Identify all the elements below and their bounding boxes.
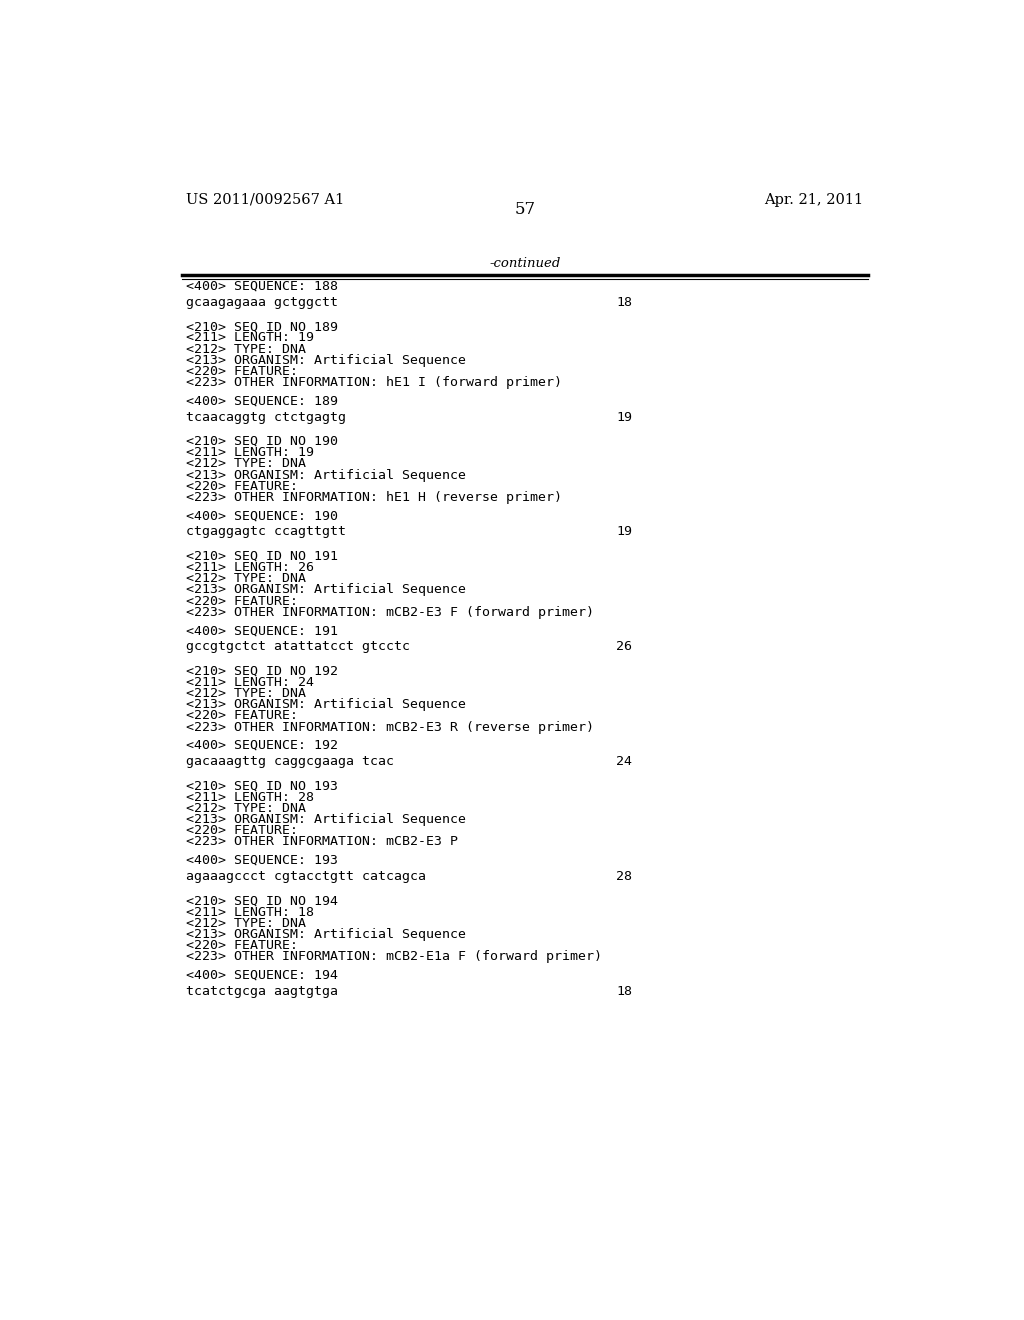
Text: 18: 18 (616, 985, 632, 998)
Text: <400> SEQUENCE: 193: <400> SEQUENCE: 193 (186, 854, 338, 867)
Text: <220> FEATURE:: <220> FEATURE: (186, 939, 298, 952)
Text: <212> TYPE: DNA: <212> TYPE: DNA (186, 342, 306, 355)
Text: <220> FEATURE:: <220> FEATURE: (186, 594, 298, 607)
Text: <400> SEQUENCE: 188: <400> SEQUENCE: 188 (186, 280, 338, 293)
Text: <212> TYPE: DNA: <212> TYPE: DNA (186, 573, 306, 585)
Text: <212> TYPE: DNA: <212> TYPE: DNA (186, 803, 306, 814)
Text: <220> FEATURE:: <220> FEATURE: (186, 709, 298, 722)
Text: tcatctgcga aagtgtga: tcatctgcga aagtgtga (186, 985, 338, 998)
Text: -continued: -continued (489, 257, 560, 271)
Text: ctgaggagtc ccagttgtt: ctgaggagtc ccagttgtt (186, 525, 346, 539)
Text: <210> SEQ ID NO 192: <210> SEQ ID NO 192 (186, 665, 338, 677)
Text: <223> OTHER INFORMATION: hE1 I (forward primer): <223> OTHER INFORMATION: hE1 I (forward … (186, 376, 562, 389)
Text: <220> FEATURE:: <220> FEATURE: (186, 824, 298, 837)
Text: <213> ORGANISM: Artificial Sequence: <213> ORGANISM: Artificial Sequence (186, 698, 466, 711)
Text: <400> SEQUENCE: 191: <400> SEQUENCE: 191 (186, 624, 338, 638)
Text: <213> ORGANISM: Artificial Sequence: <213> ORGANISM: Artificial Sequence (186, 928, 466, 941)
Text: 28: 28 (616, 870, 632, 883)
Text: <212> TYPE: DNA: <212> TYPE: DNA (186, 688, 306, 700)
Text: <400> SEQUENCE: 189: <400> SEQUENCE: 189 (186, 395, 338, 408)
Text: <211> LENGTH: 28: <211> LENGTH: 28 (186, 791, 314, 804)
Text: <210> SEQ ID NO 190: <210> SEQ ID NO 190 (186, 436, 338, 447)
Text: <223> OTHER INFORMATION: mCB2-E3 P: <223> OTHER INFORMATION: mCB2-E3 P (186, 836, 458, 849)
Text: 57: 57 (514, 202, 536, 218)
Text: <212> TYPE: DNA: <212> TYPE: DNA (186, 917, 306, 929)
Text: 26: 26 (616, 640, 632, 653)
Text: <212> TYPE: DNA: <212> TYPE: DNA (186, 458, 306, 470)
Text: <223> OTHER INFORMATION: mCB2-E3 F (forward primer): <223> OTHER INFORMATION: mCB2-E3 F (forw… (186, 606, 594, 619)
Text: <220> FEATURE:: <220> FEATURE: (186, 479, 298, 492)
Text: <210> SEQ ID NO 193: <210> SEQ ID NO 193 (186, 780, 338, 792)
Text: <211> LENGTH: 26: <211> LENGTH: 26 (186, 561, 314, 574)
Text: 18: 18 (616, 296, 632, 309)
Text: <400> SEQUENCE: 192: <400> SEQUENCE: 192 (186, 739, 338, 752)
Text: <400> SEQUENCE: 194: <400> SEQUENCE: 194 (186, 969, 338, 982)
Text: <223> OTHER INFORMATION: hE1 H (reverse primer): <223> OTHER INFORMATION: hE1 H (reverse … (186, 491, 562, 504)
Text: agaaagccct cgtacctgtt catcagca: agaaagccct cgtacctgtt catcagca (186, 870, 426, 883)
Text: tcaacaggtg ctctgagtg: tcaacaggtg ctctgagtg (186, 411, 346, 424)
Text: <400> SEQUENCE: 190: <400> SEQUENCE: 190 (186, 510, 338, 523)
Text: 19: 19 (616, 411, 632, 424)
Text: <220> FEATURE:: <220> FEATURE: (186, 364, 298, 378)
Text: <213> ORGANISM: Artificial Sequence: <213> ORGANISM: Artificial Sequence (186, 813, 466, 826)
Text: <210> SEQ ID NO 189: <210> SEQ ID NO 189 (186, 321, 338, 333)
Text: <211> LENGTH: 19: <211> LENGTH: 19 (186, 331, 314, 345)
Text: gccgtgctct atattatcct gtcctc: gccgtgctct atattatcct gtcctc (186, 640, 410, 653)
Text: <223> OTHER INFORMATION: mCB2-E3 R (reverse primer): <223> OTHER INFORMATION: mCB2-E3 R (reve… (186, 721, 594, 734)
Text: <211> LENGTH: 18: <211> LENGTH: 18 (186, 906, 314, 919)
Text: gacaaagttg caggcgaaga tcac: gacaaagttg caggcgaaga tcac (186, 755, 394, 768)
Text: <210> SEQ ID NO 191: <210> SEQ ID NO 191 (186, 550, 338, 562)
Text: gcaagagaaa gctggctt: gcaagagaaa gctggctt (186, 296, 338, 309)
Text: <210> SEQ ID NO 194: <210> SEQ ID NO 194 (186, 895, 338, 907)
Text: <211> LENGTH: 19: <211> LENGTH: 19 (186, 446, 314, 459)
Text: <213> ORGANISM: Artificial Sequence: <213> ORGANISM: Artificial Sequence (186, 354, 466, 367)
Text: <213> ORGANISM: Artificial Sequence: <213> ORGANISM: Artificial Sequence (186, 469, 466, 482)
Text: <223> OTHER INFORMATION: mCB2-E1a F (forward primer): <223> OTHER INFORMATION: mCB2-E1a F (for… (186, 950, 602, 964)
Text: <211> LENGTH: 24: <211> LENGTH: 24 (186, 676, 314, 689)
Text: 24: 24 (616, 755, 632, 768)
Text: 19: 19 (616, 525, 632, 539)
Text: US 2011/0092567 A1: US 2011/0092567 A1 (186, 193, 344, 207)
Text: Apr. 21, 2011: Apr. 21, 2011 (765, 193, 863, 207)
Text: <213> ORGANISM: Artificial Sequence: <213> ORGANISM: Artificial Sequence (186, 583, 466, 597)
